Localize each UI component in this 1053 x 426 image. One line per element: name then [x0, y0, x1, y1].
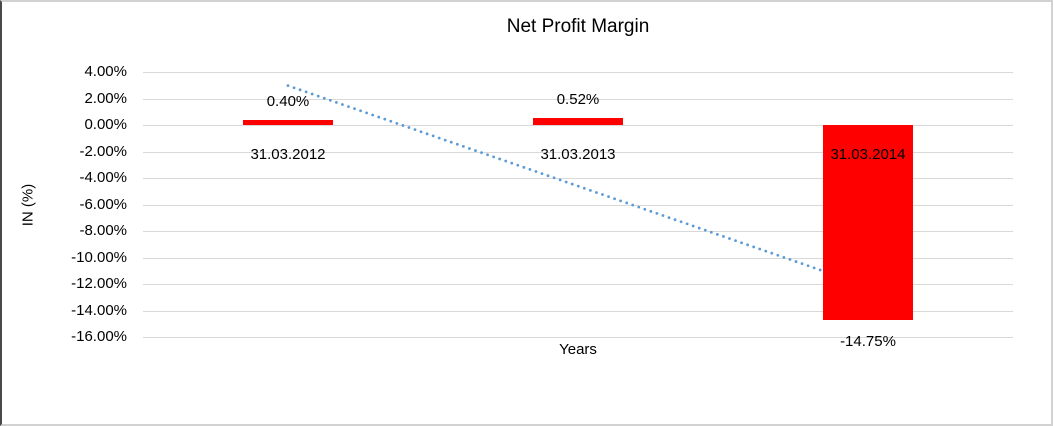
bar-31.03.2014	[823, 125, 913, 321]
y-tick-label: -2.00%	[79, 142, 127, 160]
y-tick-label: -16.00%	[71, 328, 127, 345]
bar-31.03.2013	[533, 118, 623, 125]
x-axis-title: Years	[559, 341, 597, 358]
data-label: 0.40%	[266, 92, 310, 110]
y-tick-label: -8.00%	[79, 222, 127, 239]
data-label: 0.52%	[556, 91, 600, 109]
y-tick-label: 0.00%	[84, 116, 127, 133]
y-tick-label: -12.00%	[71, 275, 127, 292]
y-tick-label: -14.00%	[71, 301, 127, 319]
y-tick-label: -10.00%	[71, 248, 127, 266]
category-label: 31.03.2012	[250, 146, 326, 163]
chart-title: Net Profit Margin	[506, 16, 650, 37]
category-label: 31.03.2013	[540, 146, 616, 163]
y-tick-label: 2.00%	[84, 89, 127, 107]
y-tick-label: -6.00%	[79, 195, 127, 213]
bar-31.03.2012	[243, 119, 333, 125]
category-label: 31.03.2014	[830, 146, 906, 163]
y-tick-label: -4.00%	[79, 169, 127, 186]
trendline	[286, 84, 870, 288]
data-label: -14.75%	[840, 333, 896, 351]
y-tick-label: 4.00%	[84, 63, 127, 80]
